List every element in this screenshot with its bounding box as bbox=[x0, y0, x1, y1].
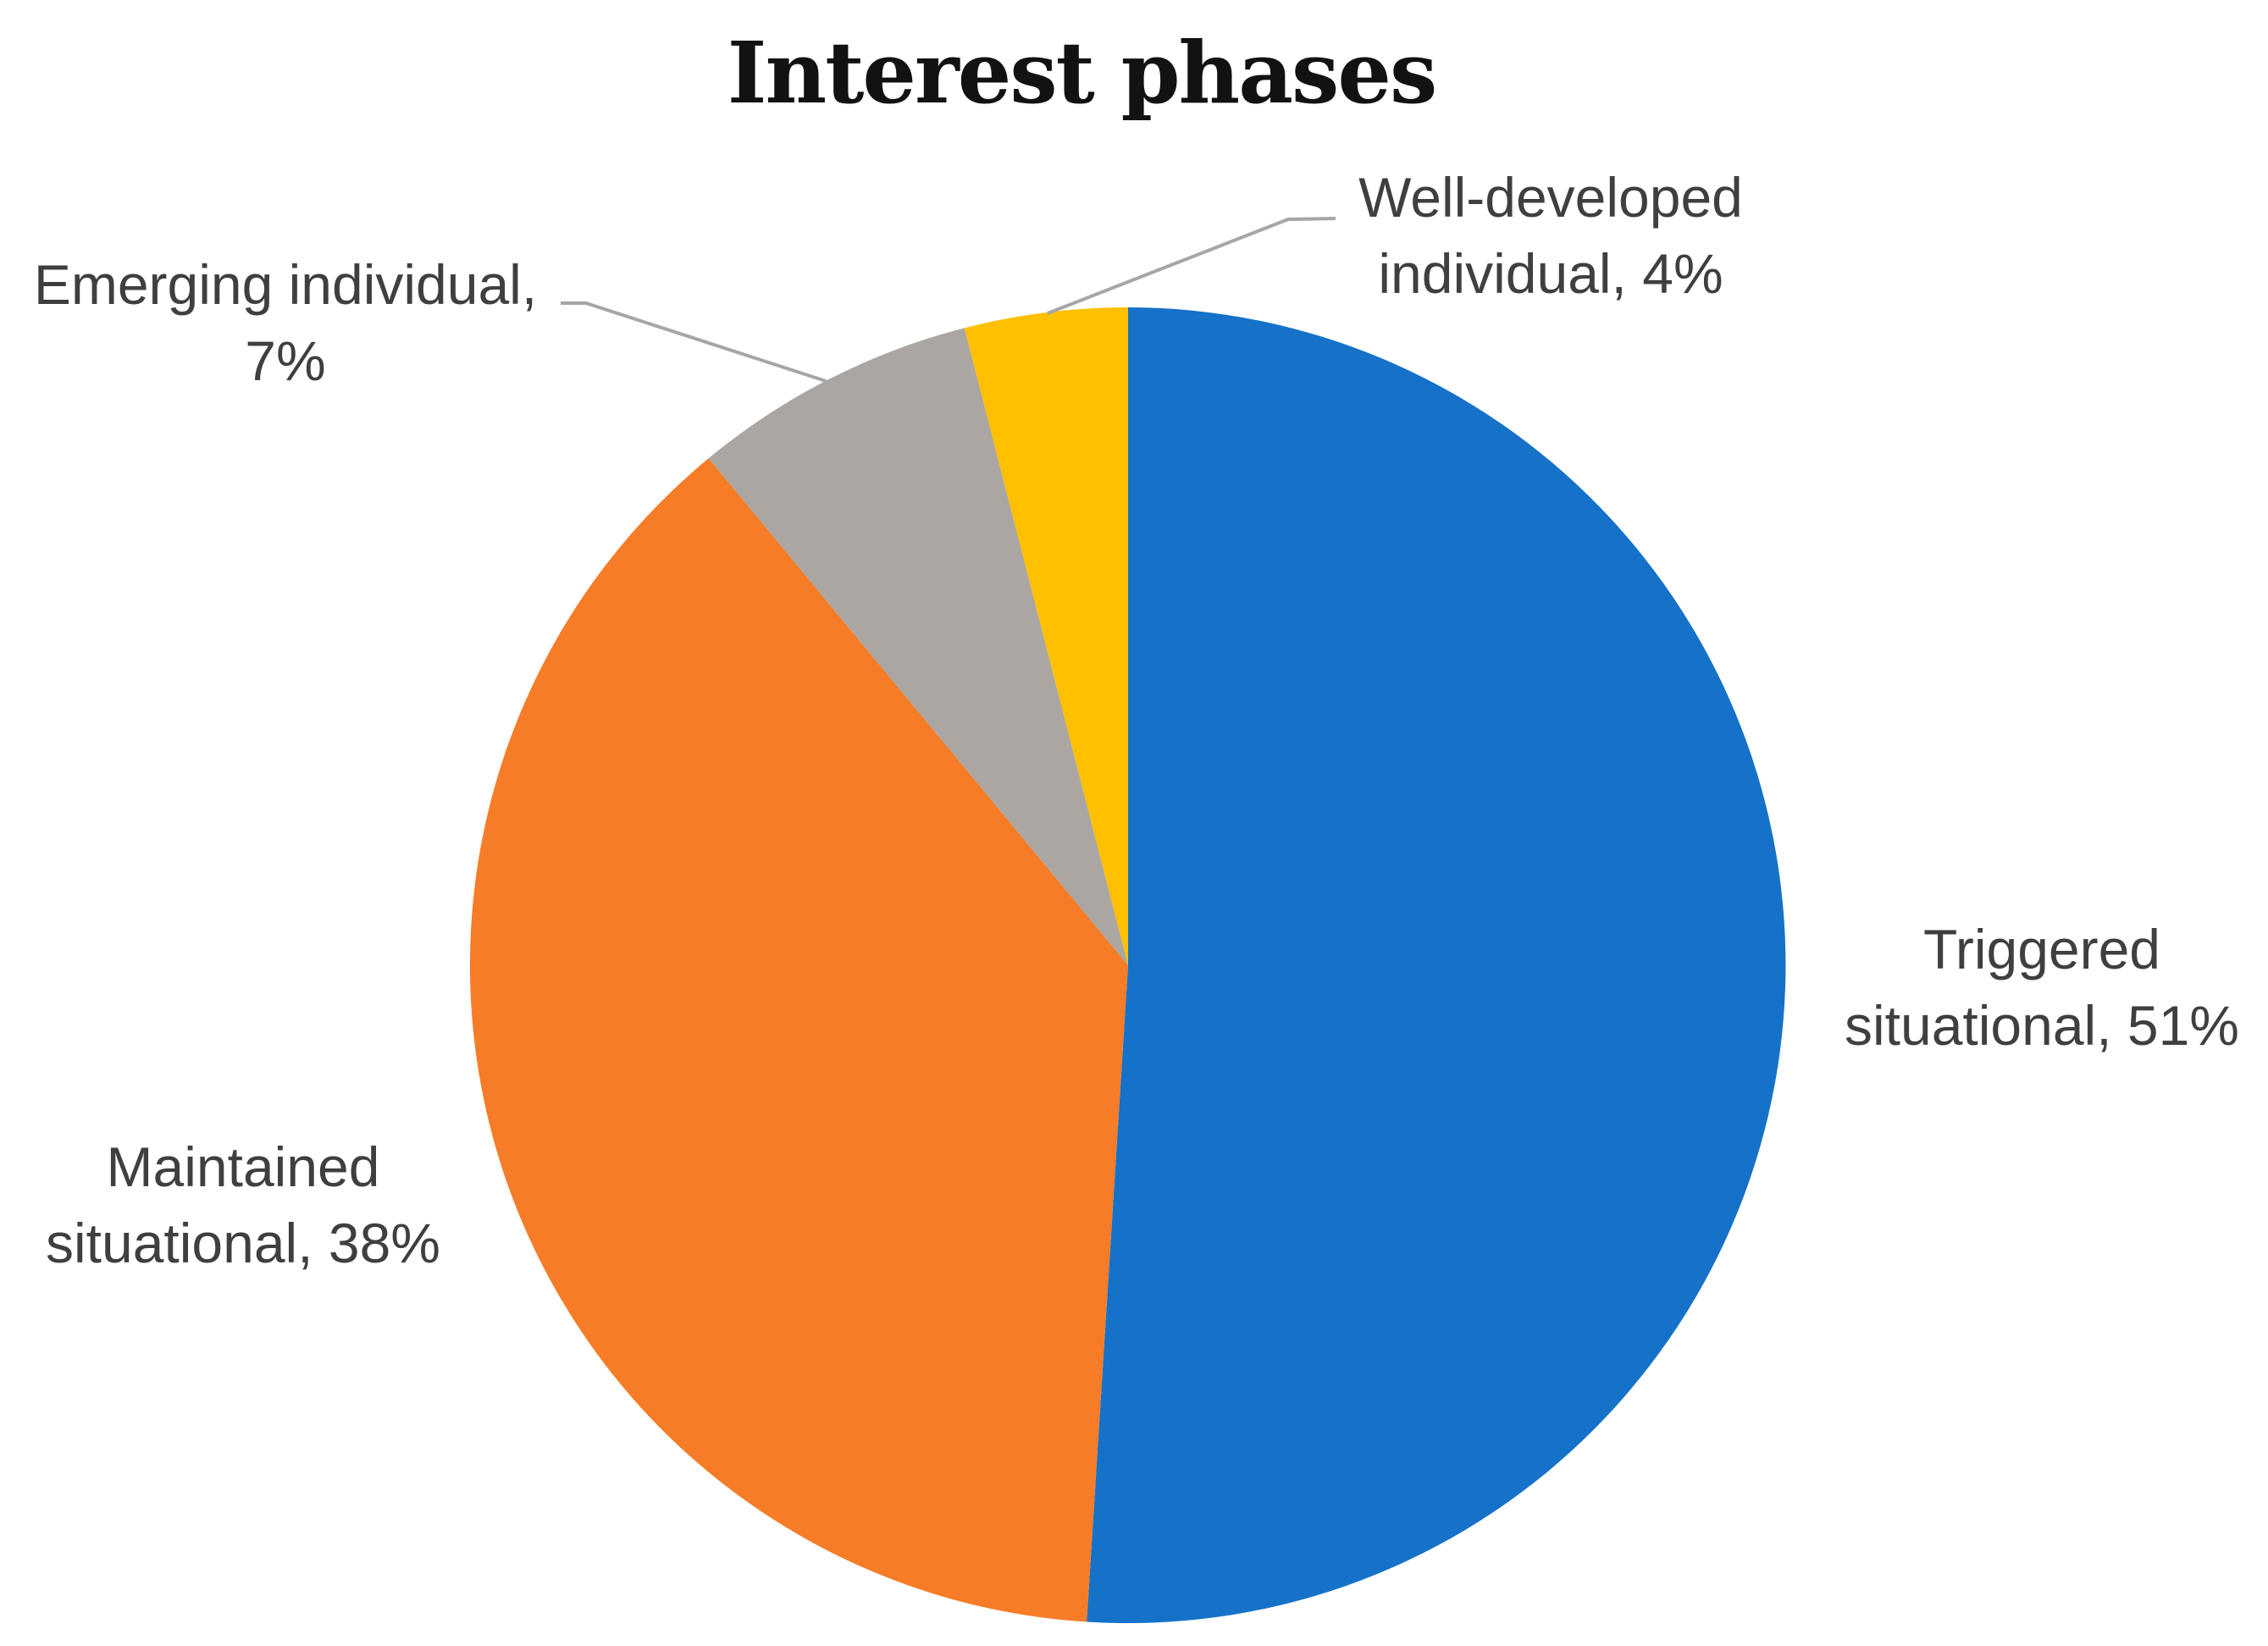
pie-slice-emerging-individual bbox=[708, 328, 1128, 965]
data-label-line: situational, 51% bbox=[1845, 994, 2239, 1057]
chart-title: Interest phases bbox=[727, 23, 1438, 123]
data-label-line: Well-developed bbox=[1358, 166, 1743, 229]
data-label-triggered-situational: Triggered situational, 51% bbox=[1826, 911, 2258, 1063]
data-label-emerging-individual: Emerging individual, 7% bbox=[23, 246, 548, 399]
pie-slice-triggered-situational bbox=[1087, 307, 1786, 1623]
data-label-line: individual, 4% bbox=[1378, 242, 1723, 305]
leader-line-well-developed-individual bbox=[1047, 217, 1336, 315]
data-label-maintained-situational: Maintained situational, 38% bbox=[23, 1129, 463, 1281]
data-label-line: 7% bbox=[245, 329, 326, 392]
data-label-line: Maintained bbox=[106, 1135, 380, 1198]
data-label-line: situational, 38% bbox=[46, 1212, 440, 1274]
data-label-line: Triggered bbox=[1922, 918, 2161, 980]
data-label-well-developed-individual: Well-developed individual, 4% bbox=[1339, 159, 1762, 312]
pie-group bbox=[469, 307, 1786, 1623]
data-label-line: Emerging individual, bbox=[33, 253, 538, 316]
leader-line-emerging-individual bbox=[561, 301, 827, 383]
pie-slice-maintained-situational bbox=[469, 458, 1128, 1622]
pie-slice-well-developed-individual bbox=[964, 307, 1128, 965]
